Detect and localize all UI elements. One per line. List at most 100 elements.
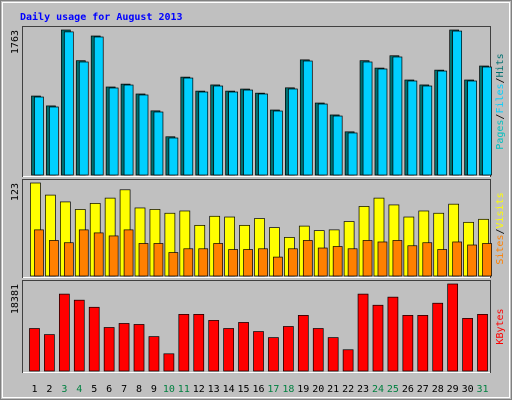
x-tick-label: 28	[432, 384, 444, 395]
x-tick-label: 24	[372, 384, 384, 395]
bar	[402, 315, 414, 372]
bar	[377, 68, 388, 176]
bar	[198, 248, 209, 277]
legend-entry: Sites	[495, 235, 506, 265]
bar	[108, 235, 119, 277]
x-tick-label: 9	[151, 384, 157, 395]
x-tick-label: 12	[193, 384, 205, 395]
legend: Pages/Files/Hits	[495, 53, 506, 149]
bar	[482, 66, 492, 176]
bar	[332, 115, 343, 176]
bar	[273, 256, 283, 277]
bar	[347, 132, 358, 176]
bar	[238, 322, 249, 372]
bar	[133, 324, 145, 372]
bar	[342, 349, 354, 372]
bar	[317, 103, 328, 176]
x-tick-label: 19	[297, 384, 309, 395]
x-tick-label: 17	[267, 384, 279, 395]
bar	[258, 248, 268, 277]
x-tick-label: 8	[136, 384, 142, 395]
bar	[193, 313, 205, 372]
bar	[163, 353, 175, 372]
bar	[312, 328, 324, 372]
bar	[213, 85, 224, 176]
bar	[58, 293, 70, 372]
x-tick-label: 25	[387, 384, 399, 395]
x-tick-label: 18	[282, 384, 294, 395]
bar	[153, 111, 164, 176]
bar	[302, 240, 313, 277]
bar	[243, 89, 253, 176]
legend-entry: /	[495, 228, 506, 234]
bar	[213, 243, 224, 277]
legend-entry: Visits	[495, 192, 506, 228]
x-tick-label: 6	[106, 384, 112, 395]
bar	[29, 328, 40, 372]
bar	[407, 245, 418, 277]
bar	[447, 283, 459, 372]
bar	[347, 248, 358, 277]
bar	[462, 318, 473, 372]
bar	[387, 296, 399, 372]
x-tick-label: 23	[357, 384, 369, 395]
x-tick-label: 22	[342, 384, 354, 395]
bar	[297, 315, 309, 372]
legend: KBytes	[495, 308, 506, 344]
legend-entry: /	[495, 77, 506, 83]
bar	[168, 137, 179, 176]
bar	[183, 77, 194, 176]
bar	[288, 248, 298, 277]
x-tick-label: 14	[223, 384, 235, 395]
bar	[422, 85, 433, 176]
bar	[63, 31, 74, 176]
bar	[223, 328, 234, 372]
legend-entry: Pages	[495, 120, 506, 150]
y-max-label: 18381	[10, 284, 21, 314]
bar	[332, 246, 343, 277]
x-tick-label: 3	[61, 384, 67, 395]
bar	[153, 243, 164, 277]
x-tick-label: 16	[252, 384, 264, 395]
bar	[302, 60, 313, 176]
bar	[417, 315, 429, 372]
bar	[63, 242, 74, 277]
bar	[437, 70, 448, 176]
bar	[123, 229, 134, 277]
bar	[228, 91, 238, 176]
x-tick-label: 1	[31, 384, 37, 395]
bar	[432, 302, 444, 372]
bar	[467, 244, 477, 277]
bar	[178, 313, 190, 372]
bar	[482, 243, 492, 277]
x-tick-label: 31	[477, 384, 489, 395]
legend-entry: Hits	[495, 53, 506, 77]
bar	[103, 327, 115, 372]
bar	[372, 304, 384, 372]
bar	[34, 229, 44, 277]
bar	[138, 243, 149, 277]
x-tick-label: 11	[178, 384, 190, 395]
bar	[118, 323, 130, 372]
bar	[44, 334, 55, 372]
bar	[34, 96, 44, 176]
bar	[392, 240, 403, 277]
bar	[168, 252, 179, 277]
x-tick-label: 15	[238, 384, 250, 395]
bar	[392, 56, 403, 176]
x-tick-label: 4	[76, 384, 82, 395]
bar	[258, 93, 268, 176]
bar	[452, 241, 463, 277]
bar	[88, 306, 100, 372]
x-tick-label: 26	[402, 384, 414, 395]
bar	[362, 240, 373, 277]
y-max-label: 123	[10, 183, 21, 201]
chart-title: Daily usage for August 2013	[20, 11, 183, 23]
bar	[357, 293, 369, 372]
bar	[288, 88, 298, 176]
bar	[123, 84, 134, 176]
y-max-label: 1763	[10, 30, 21, 54]
bar	[93, 232, 104, 277]
